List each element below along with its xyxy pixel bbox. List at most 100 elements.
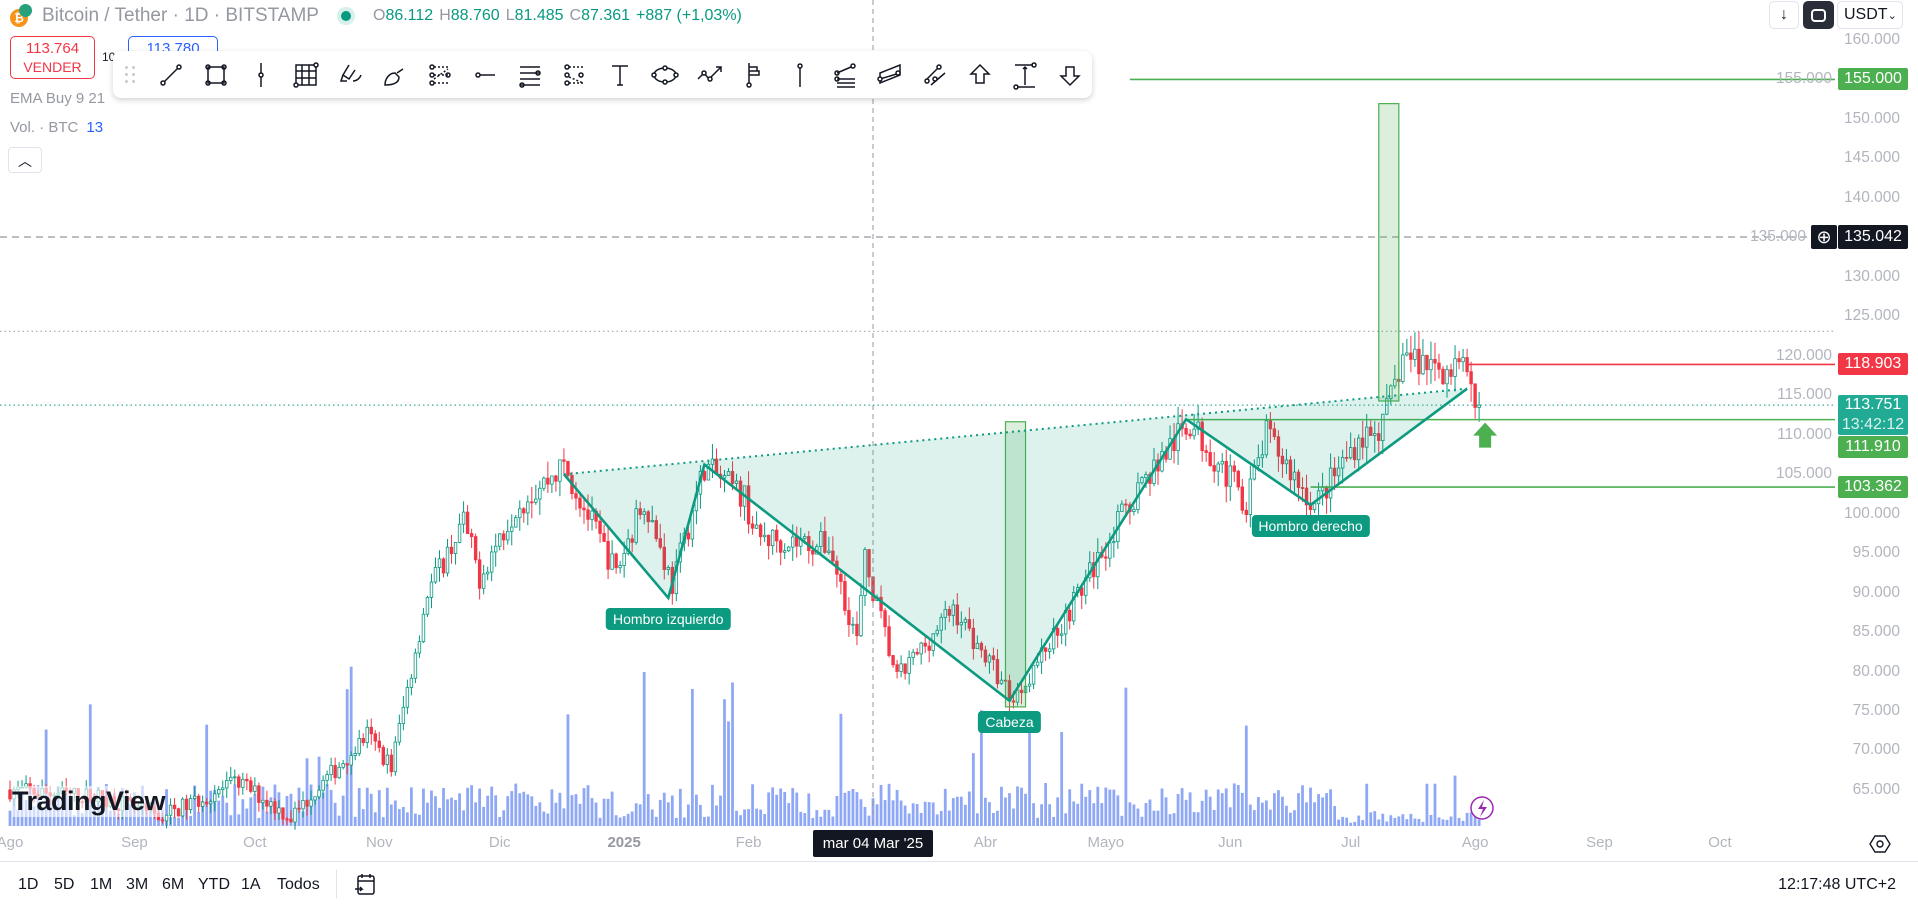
volume-bar [1208,796,1212,826]
chevron-down-icon: ⌄ [1887,9,1897,22]
volume-bar [1020,787,1023,826]
candle [1357,437,1361,461]
volume-bar [618,817,622,826]
candle [221,787,225,791]
range-5d[interactable]: 5D [54,876,75,893]
volume-bar [116,813,120,826]
symbol-title[interactable]: Bitcoin / Tether · 1D · BITSTAMP [42,5,319,26]
calendar-goto-icon[interactable] [353,872,379,903]
volume-bar [1024,793,1027,826]
candle [895,664,899,672]
volume-bar [1120,815,1124,826]
volume-bar [1204,789,1208,826]
candle [534,498,538,503]
download-button[interactable]: ↓ [1769,1,1799,29]
tool-parallel-channel[interactable] [867,55,912,95]
range-ytd[interactable]: YTD [198,876,230,893]
candle [987,655,992,663]
tool-disjoint-channel[interactable] [912,55,957,95]
tool-pitchfork[interactable] [822,55,867,95]
volume-bar [963,804,967,826]
tool-fib-grid[interactable] [283,55,328,95]
candle [1304,487,1309,506]
arrow-down-icon: ↓ [1780,6,1788,23]
volume-bar [1453,775,1457,826]
volume-bar [1333,806,1337,826]
candle [373,733,377,742]
market-open-icon [336,7,355,25]
tool-date-price-range[interactable] [1002,55,1047,95]
volume-bar [1353,821,1357,826]
range-3m[interactable]: 3M [126,876,149,893]
volume-bar [907,813,911,826]
volume-bar [1313,802,1316,826]
volume-bar [349,666,353,826]
currency-value: USDT [1844,6,1888,23]
drag-handle-icon[interactable] [121,62,140,88]
candle [369,726,373,735]
rectangle-icon [204,63,227,86]
fullscreen-button[interactable] [1803,1,1834,29]
tool-fib-retracement[interactable] [418,55,463,95]
candle [8,789,12,800]
tool-brush[interactable] [373,55,418,95]
range-6m[interactable]: 6M [162,876,185,893]
chart-settings-icon[interactable] [1868,832,1892,856]
tool-vertical-line[interactable] [238,55,283,95]
tool-price-note[interactable] [777,55,822,95]
range-todos[interactable]: Todos [277,876,320,893]
add-alert-plus-icon[interactable]: ⊕ [1811,225,1837,250]
range-1d[interactable]: 1D [18,876,39,893]
volume-bar [72,815,76,826]
tool-highlighter[interactable] [328,55,373,95]
clock[interactable]: 12:17:48 UTC+2 [1778,876,1896,893]
tool-rectangle[interactable] [193,55,238,95]
tool-ellipse[interactable] [643,55,688,95]
candle [437,558,442,568]
volume-bar [911,803,915,826]
volume-bar [1477,819,1481,826]
volume-bar [622,816,626,826]
sell-button[interactable]: 113.764 VENDER [10,36,95,79]
candle [1256,457,1261,466]
indicator-volume[interactable]: Vol. · BTC 13 [10,119,104,136]
volume-bar [939,810,943,826]
price-chart[interactable] [0,0,1918,861]
crosshair-time-label: mar 04 Mar '25 [813,830,933,857]
candle [1096,551,1100,578]
candle [710,458,715,465]
volume-bar [1164,797,1168,826]
tool-arrow-up[interactable] [957,55,1002,95]
tool-trend-line[interactable] [148,55,193,95]
tool-parallel-lines[interactable] [508,55,553,95]
volume-bar [606,798,610,826]
volume-bar [193,785,197,826]
candle [1212,465,1216,472]
tool-text[interactable] [598,55,643,95]
candle [208,801,213,805]
tool-long-position-flag[interactable] [733,55,778,95]
indicator-ema[interactable]: EMA Buy 9 21 [10,90,106,107]
candle [200,801,205,807]
range-1m[interactable]: 1M [90,876,113,893]
tool-path[interactable] [688,55,733,95]
volume-bar [229,815,233,826]
candle [229,776,233,781]
tool-horizontal-ray[interactable] [463,55,508,95]
tool-arrow-down[interactable] [1047,55,1092,95]
candle [1296,471,1301,488]
candle [1188,433,1192,437]
time-axis-label: Oct [1708,834,1732,851]
volume-bar [719,795,722,826]
volume-bar [570,795,574,826]
tool-fib-extension[interactable] [553,55,598,95]
volume-bar [502,810,506,826]
time-axis-label: Sep [121,834,148,851]
volume-bar [1377,819,1381,826]
range-1a[interactable]: 1A [241,876,261,893]
currency-select[interactable]: USDT ⌄ [1837,1,1903,29]
collapse-legend-button[interactable]: ︿ [8,147,42,173]
candle [1433,358,1437,364]
candle [983,649,988,663]
candle [614,553,618,569]
